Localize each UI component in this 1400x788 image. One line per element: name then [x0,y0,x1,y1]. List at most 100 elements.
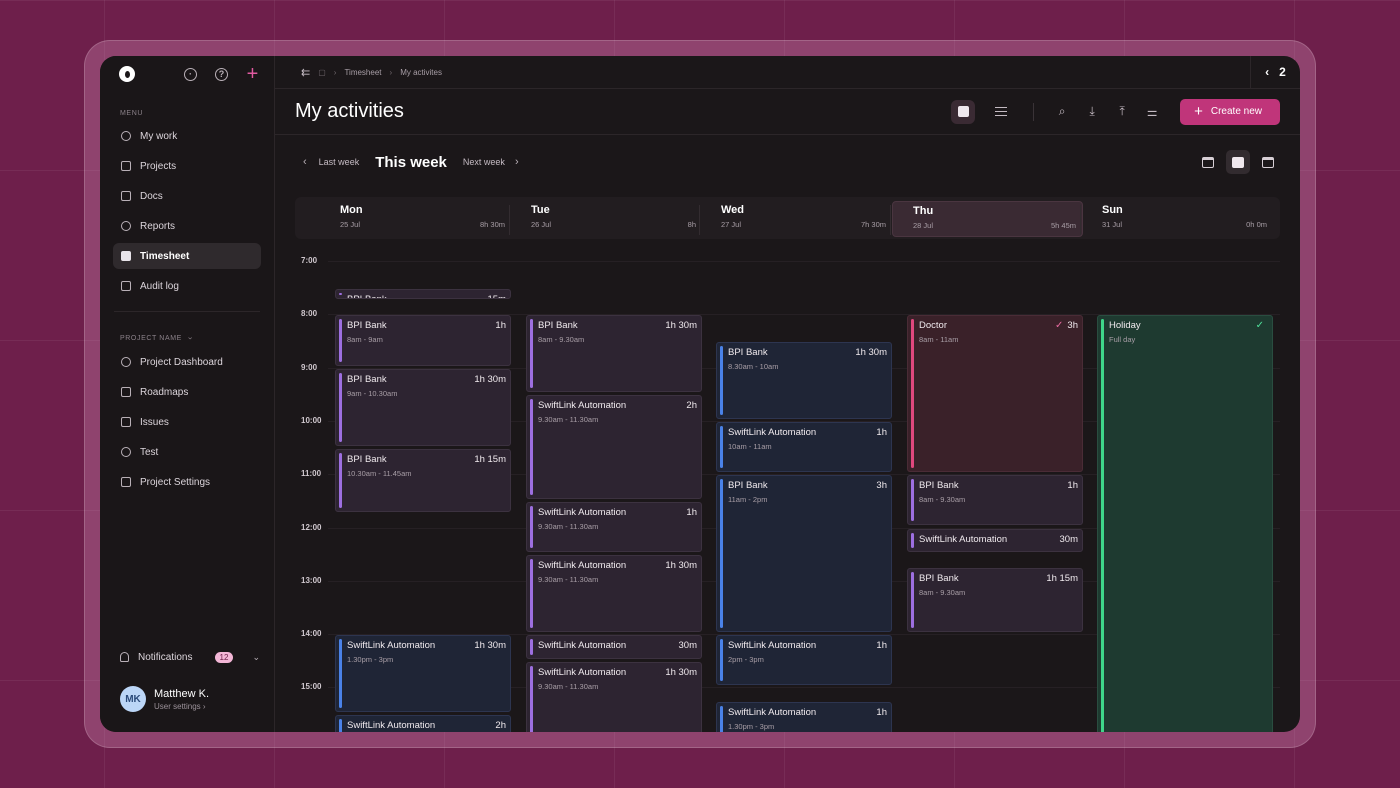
event-title: SwiftLink Automation [538,400,627,412]
event-card[interactable]: BPI Bank 1h 8am - 9am [335,315,511,366]
event-duration: 1h 30m [665,666,697,678]
event-card[interactable]: BPI Bank 1h 8am - 9.30am [907,475,1083,526]
event-duration: 1h 30m [474,373,506,385]
event-card[interactable]: BPI Bank 1h 30m 8am - 9.30am [526,315,702,393]
day-view-button[interactable] [1196,150,1220,174]
create-new-button[interactable]: + Create new [1180,98,1280,125]
sidebar-item-project-dashboard[interactable]: Project Dashboard [113,349,261,375]
event-card[interactable]: SwiftLink Automation 1h 2pm - 3pm [716,635,892,686]
event-title: SwiftLink Automation [728,426,817,438]
plus-icon[interactable]: + [246,62,259,85]
project-nav: Project Dashboard Roadmaps Issues Test Proje… [100,349,274,495]
sidebar-item-audit-log[interactable]: Audit log [113,273,261,299]
event-card[interactable]: SwiftLink Automation 1h 30m 9.30am - 11.30… [526,661,702,732]
issues-icon [121,417,131,427]
hour-line [328,261,1280,262]
user-settings-link[interactable]: User settings › [154,702,209,711]
event-card[interactable]: SwiftLink Automation 30m [526,635,702,659]
app-logo[interactable] [119,66,135,82]
sidebar-item-my-work[interactable]: My work [113,123,261,149]
user-profile[interactable]: MK Matthew K. User settings › [100,670,274,732]
project-name-toggle[interactable]: PROJECT NAME › [100,334,274,343]
month-view-button[interactable] [1256,150,1280,174]
sidebar-item-roadmaps[interactable]: Roadmaps [113,379,261,405]
event-title: SwiftLink Automation [919,533,1008,545]
notifications-label: Notifications [138,651,193,663]
hour-line [328,420,1280,422]
upload-icon[interactable]: ⤒ [1119,104,1125,118]
document-icon [121,191,131,201]
sidebar-item-timesheet[interactable]: Timesheet [113,243,261,269]
grid-icon [121,357,131,367]
notifications-item[interactable]: Notifications 12 ⌄ [100,644,274,670]
pager-value: 2 [1279,65,1286,79]
search-icon[interactable]: ⌕ [1058,104,1066,118]
settings-icon[interactable]: · [183,67,198,82]
next-week-link[interactable]: Next week [462,157,505,167]
breadcrumb-separator-icon: › [389,67,393,77]
last-week-link[interactable]: Last week [318,157,360,167]
sidebar-item-label: Projects [140,160,177,172]
chevron-left-icon[interactable]: ‹ [303,156,307,168]
chevron-right-icon[interactable]: › [514,156,519,168]
event-time: 10am - 11am [728,441,772,451]
sidebar-item-issues[interactable]: Issues [113,409,261,435]
event-card[interactable]: SwiftLink Automation 1h 30m 1.30pm - 3pm [335,635,511,713]
sidebar-item-label: Issues [140,416,169,428]
current-week-label: This week [375,153,447,171]
event-title: BPI Bank [919,480,959,492]
sidebar-item-label: Project Settings [140,476,211,488]
sidebar-item-projects[interactable]: Projects [113,153,261,179]
sidebar-item-project-settings[interactable]: Project Settings [113,469,261,495]
toolbar-divider [1033,102,1035,121]
event-card[interactable]: SwiftLink Automation 1h 9.30am - 11.30am [526,501,702,553]
event-card[interactable]: SwiftLink Automation 2h 9.30am - 11.30am [526,395,702,499]
event-time: 8am - 9.30am [919,588,966,598]
event-card[interactable]: SwiftLink Automation 1h 10am - 11am [716,421,892,473]
help-icon[interactable]: ? [214,67,229,82]
download-icon[interactable]: ⤓ [1089,104,1095,118]
day-header-sun[interactable]: Sun 31 Jul 0h 0m [1082,197,1273,239]
breadcrumb-item-timesheet[interactable]: Timesheet [344,67,382,77]
event-card[interactable]: Holiday ✓ Full day [1097,315,1273,732]
calendar-view-button[interactable] [951,99,976,124]
roadmap-icon [121,387,131,397]
hour-line [328,474,1280,476]
day-header-tue[interactable]: Tue 26 Jul 8h [511,197,702,239]
event-card[interactable]: Doctor ✓ 3h 8am - 11am [907,315,1083,473]
event-card[interactable]: BPI Bank 1h 30m 8.30am - 10am [716,341,892,419]
day-date: 26 Jul [531,220,552,229]
sidebar-item-reports[interactable]: Reports [113,213,261,239]
event-time: 8.30am - 10am [728,361,779,371]
day-name: Tue [531,204,550,216]
event-card[interactable]: SwiftLink Automation 30m [907,528,1083,553]
sidebar-item-test[interactable]: Test [113,439,261,465]
event-card[interactable]: BPI Bank 15m [335,288,511,299]
event-card[interactable]: SwiftLink Automation 1h 30m 9.30am - 11.30… [526,555,702,633]
event-time: 1.30pm - 3pm [347,655,394,665]
sidebar-item-docs[interactable]: Docs [113,183,261,209]
hour-line [328,687,1280,689]
event-duration: 1h [495,320,506,332]
collapse-sidebar-icon[interactable]: ⇇ [301,66,311,79]
breadcrumb-home-icon[interactable]: ▢ [318,67,326,77]
day-header-thu[interactable]: Thu 28 Jul 5h 45m [892,201,1083,237]
event-card[interactable]: BPI Bank 1h 15m 8am - 9.30am [907,568,1083,633]
chevron-down-icon[interactable]: ⌄ [252,651,260,662]
event-card[interactable]: BPI Bank 1h 30m 9am - 10.30am [335,368,511,446]
event-card[interactable]: SwiftLink Automation2h3pm - 5pm [335,715,511,732]
time-label: 11:00 [301,469,322,479]
event-title: SwiftLink Automation [347,720,436,732]
chevron-left-icon[interactable]: ‹ [1265,65,1270,79]
list-view-button[interactable] [989,100,1013,124]
event-card[interactable]: BPI Bank 1h 15m 10.30am - 11.45am [335,448,511,513]
event-card[interactable]: BPI Bank 3h 11am - 2pm [716,475,892,633]
day-header-wed[interactable]: Wed 27 Jul 7h 30m [701,197,892,239]
day-header-mon[interactable]: Mon 25 Jul 8h 30m [320,197,511,239]
filter-icon[interactable]: ⚌ [1146,104,1158,119]
event-time: 11am - 2pm [728,495,768,505]
time-grid: 7:00 8:00 9:00 10:00 11:00 12:00 13:00 14:00 15:… [295,239,1280,732]
week-view-button[interactable] [1226,150,1250,174]
event-card[interactable]: SwiftLink Automation 1h 1.30pm - 3pm [716,701,892,732]
sidebar-item-label: Docs [140,190,163,202]
